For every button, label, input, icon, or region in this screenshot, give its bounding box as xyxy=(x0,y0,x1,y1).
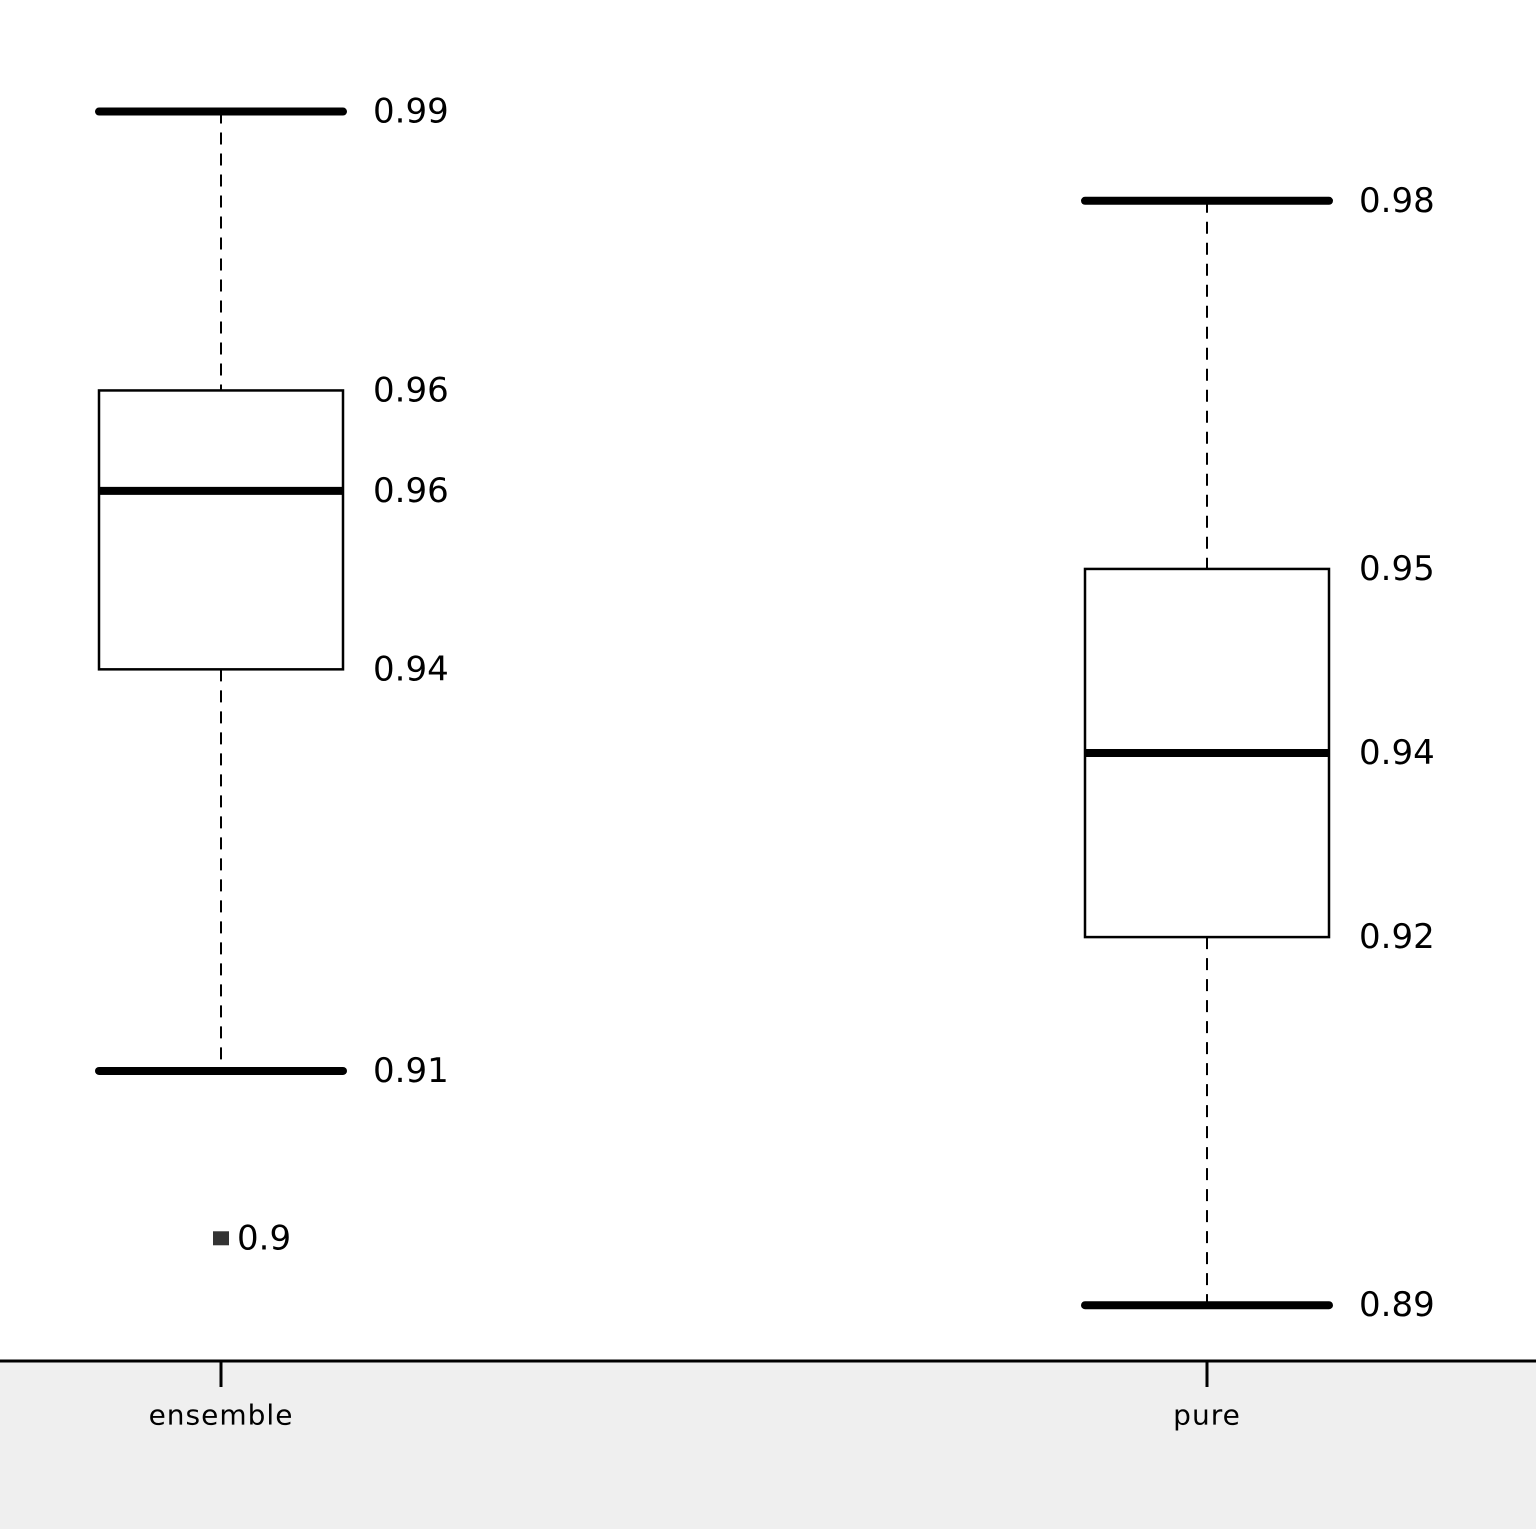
whisker-low-label: 0.89 xyxy=(1359,1285,1435,1325)
whisker-high-label: 0.99 xyxy=(373,92,449,132)
iqr-box xyxy=(97,389,345,671)
whisker-high-label: 0.98 xyxy=(1359,181,1435,221)
median-label: 0.96 xyxy=(373,471,449,511)
outlier-point xyxy=(213,1231,229,1246)
q3-label: 0.95 xyxy=(1359,549,1435,589)
axis-area-background xyxy=(0,1362,1536,1529)
outlier-label: 0.9 xyxy=(237,1218,291,1258)
x-tick-label-ensemble: ensemble xyxy=(149,1399,294,1432)
q1-label: 0.94 xyxy=(373,649,449,689)
box-group-ensemble: 0.99 0.96 0.96 0.94 0.91 0.9 xyxy=(95,92,449,1258)
x-axis: ensemble pure xyxy=(149,1361,1241,1432)
median-label: 0.94 xyxy=(1359,733,1435,773)
boxes-layer: 0.990.960.960.940.910.90.980.950.940.920… xyxy=(95,92,1435,1325)
q3-label: 0.96 xyxy=(373,370,449,410)
q1-label: 0.92 xyxy=(1359,917,1435,957)
whisker-low-label: 0.91 xyxy=(373,1051,449,1091)
x-tick-label-pure: pure xyxy=(1173,1399,1241,1432)
box-group-pure: 0.98 0.95 0.94 0.92 0.89 xyxy=(1081,181,1435,1325)
